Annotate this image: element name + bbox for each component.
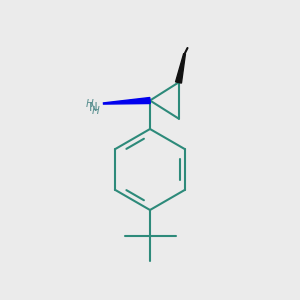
Polygon shape: [176, 54, 185, 83]
Text: H: H: [86, 99, 94, 110]
Text: N: N: [88, 100, 98, 114]
Text: H: H: [92, 106, 100, 116]
Polygon shape: [103, 98, 150, 104]
